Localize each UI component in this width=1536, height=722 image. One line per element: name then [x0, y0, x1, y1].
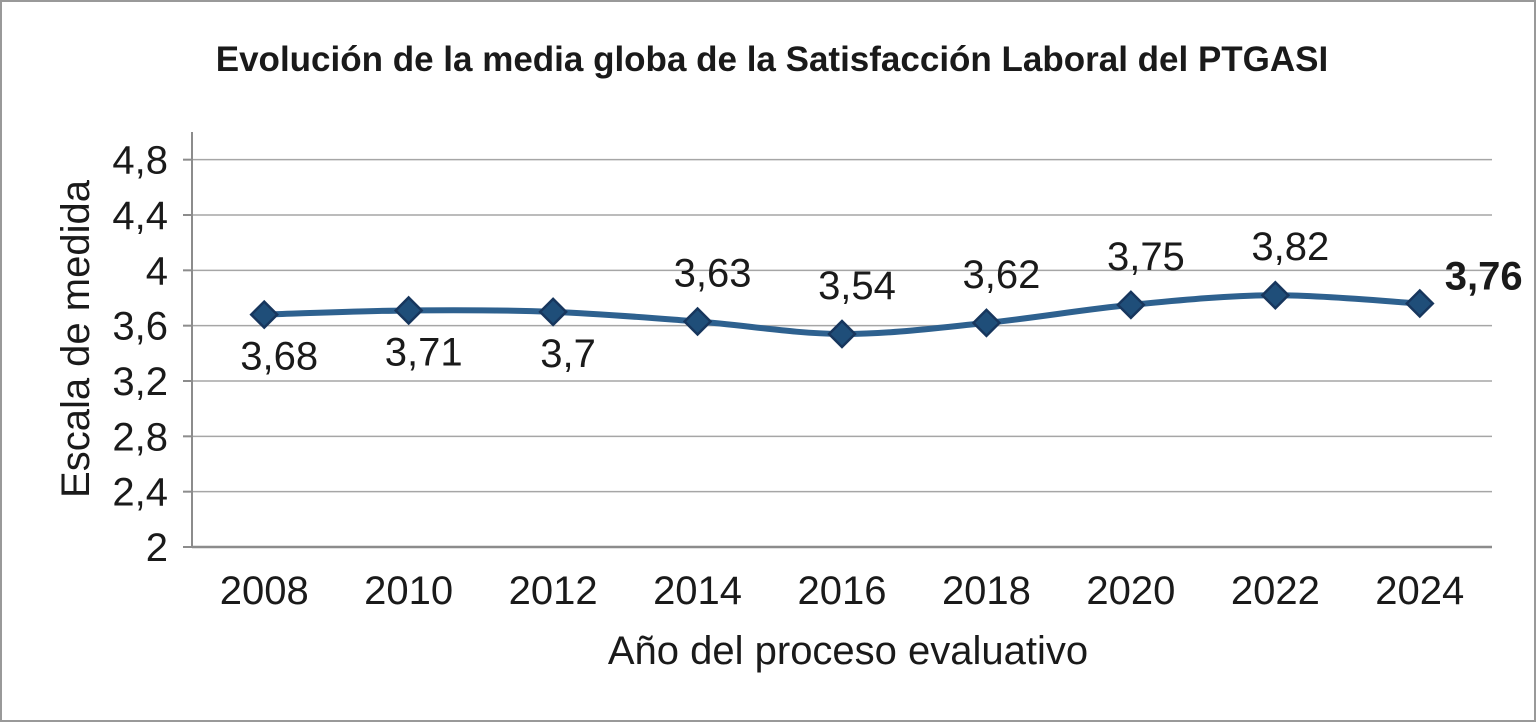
data-point-marker — [827, 319, 857, 349]
y-tick-label: 4,8 — [112, 139, 168, 183]
data-point-label: 3,75 — [1107, 235, 1185, 279]
data-point-label: 3,62 — [963, 253, 1041, 297]
data-point-label: 3,7 — [540, 332, 596, 376]
data-point-label: 3,63 — [674, 252, 752, 296]
gridline-layer — [192, 158, 1492, 493]
data-point-marker — [249, 299, 279, 330]
series-layer — [249, 280, 1435, 349]
data-point-marker — [682, 306, 713, 337]
y-tick-label: 4,4 — [112, 194, 168, 238]
data-point-marker — [971, 308, 1002, 338]
y-tick-label: 2,8 — [112, 415, 168, 459]
x-tick-label: 2014 — [653, 569, 742, 613]
x-tick-label: 2020 — [1086, 569, 1175, 613]
data-label-layer: 3,68 3,71 3,7 3,63 3,54 3,62 3,75 3,82 3,76 — [240, 225, 1522, 378]
axis-layer: 2 2,4 2,8 3,2 3,6 4 4,4 4,8 2008 2010 2012 2014 2016… — [112, 132, 1492, 613]
x-tick-label: 2018 — [942, 569, 1031, 613]
x-tick-label: 2010 — [364, 569, 453, 613]
x-axis-title: Año del proceso evaluativo — [608, 629, 1088, 673]
x-tick-label: 2016 — [798, 569, 887, 613]
data-point-label: 3,71 — [385, 330, 463, 374]
data-point-label: 3,82 — [1251, 225, 1329, 269]
data-point-label: 3,68 — [240, 335, 318, 379]
y-tick-label: 2 — [146, 526, 168, 570]
x-tick-label: 2024 — [1375, 569, 1464, 613]
y-tick-label: 3,2 — [112, 360, 168, 404]
data-point-marker — [393, 295, 424, 326]
y-axis-title: Escala de medida — [54, 179, 98, 498]
data-point-label: 3,76 — [1445, 255, 1523, 299]
y-tick-label: 3,6 — [112, 305, 168, 349]
x-tick-label: 2012 — [509, 569, 598, 613]
data-point-marker — [1260, 280, 1291, 311]
data-point-marker — [1405, 288, 1435, 319]
x-tick-label: 2008 — [220, 569, 309, 613]
x-tick-label: 2022 — [1231, 569, 1320, 613]
data-point-label: 3,54 — [818, 264, 896, 308]
data-point-marker — [538, 297, 568, 327]
y-tick-label: 2,4 — [112, 471, 168, 515]
chart-title: Evolución de la media globa de la Satisf… — [216, 40, 1329, 79]
data-point-marker — [1116, 290, 1146, 320]
y-tick-label: 4 — [146, 249, 168, 293]
